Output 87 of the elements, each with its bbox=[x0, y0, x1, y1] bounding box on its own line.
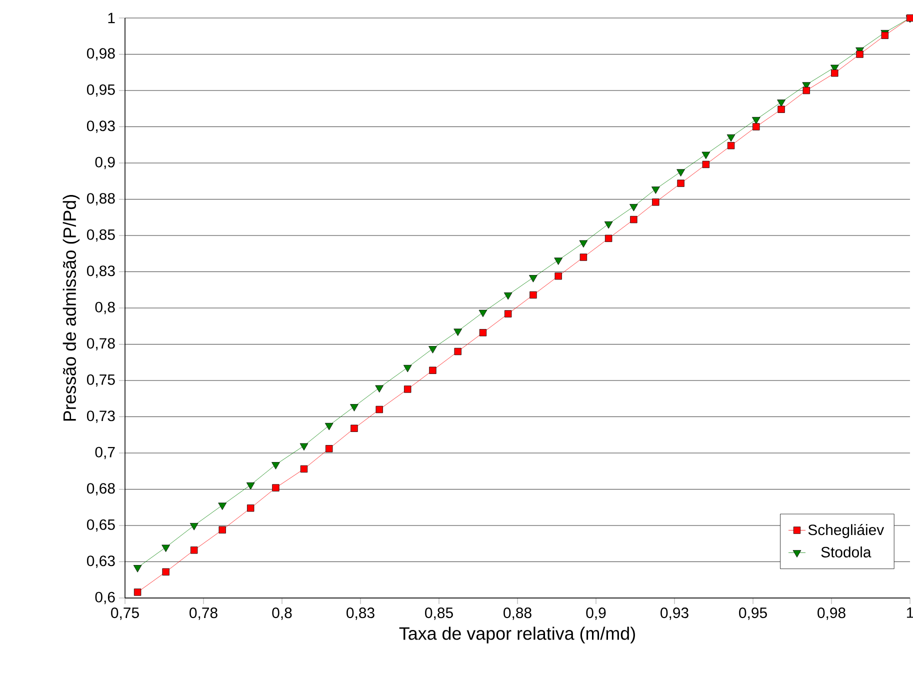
point bbox=[272, 462, 280, 470]
x-tick-label: 0,93 bbox=[660, 608, 688, 620]
point bbox=[504, 292, 512, 300]
legend-label: Schegliáiev bbox=[808, 524, 884, 538]
legend-label: Stodola bbox=[821, 546, 872, 558]
y-tick-label: 0,78 bbox=[86, 338, 115, 350]
y-tick-label: 0,98 bbox=[86, 48, 115, 60]
y-tick-label: 0,85 bbox=[86, 229, 115, 242]
point bbox=[726, 134, 736, 142]
point bbox=[727, 142, 735, 150]
point bbox=[579, 240, 588, 248]
point bbox=[190, 546, 198, 554]
point bbox=[218, 502, 227, 510]
point bbox=[676, 169, 685, 176]
point bbox=[677, 180, 684, 187]
point bbox=[778, 106, 785, 113]
point bbox=[272, 484, 280, 492]
point bbox=[831, 70, 838, 77]
point bbox=[326, 445, 333, 452]
point bbox=[702, 160, 710, 168]
x-tick-label: 0,95 bbox=[739, 608, 767, 620]
y-tick-label: 0,88 bbox=[86, 193, 115, 206]
point bbox=[554, 272, 562, 280]
point bbox=[554, 258, 562, 265]
x-tick-label: 0,98 bbox=[818, 608, 846, 620]
point bbox=[428, 346, 437, 354]
point bbox=[802, 86, 810, 94]
point bbox=[300, 443, 308, 451]
point bbox=[350, 424, 358, 432]
point bbox=[133, 565, 142, 572]
point bbox=[752, 117, 760, 124]
point bbox=[777, 100, 786, 107]
point bbox=[300, 465, 308, 473]
point bbox=[752, 123, 760, 130]
point bbox=[478, 310, 488, 318]
point bbox=[403, 364, 412, 372]
point bbox=[454, 348, 462, 356]
x-tick-label: 0,78 bbox=[190, 608, 218, 620]
point bbox=[529, 275, 538, 282]
point bbox=[162, 568, 170, 576]
point bbox=[190, 523, 198, 530]
point bbox=[604, 221, 613, 229]
x-tick-label: 0,88 bbox=[504, 608, 532, 620]
point bbox=[376, 406, 383, 414]
x-tick-label: 1 bbox=[906, 608, 913, 618]
point bbox=[246, 482, 255, 490]
x-tick-label: 0,75 bbox=[111, 608, 139, 620]
y-axis-title: Pressão de admissão (P/Pd) bbox=[62, 195, 80, 421]
point bbox=[702, 152, 710, 160]
point bbox=[134, 588, 142, 596]
y-tick-label: 0,9 bbox=[95, 156, 115, 170]
y-tick-label: 0,93 bbox=[86, 120, 115, 133]
point bbox=[651, 186, 660, 194]
point bbox=[404, 386, 412, 393]
point bbox=[479, 329, 487, 336]
y-tick-label: 0,7 bbox=[95, 446, 115, 460]
y-tick-label: 1 bbox=[108, 12, 115, 24]
point bbox=[630, 204, 638, 212]
point bbox=[856, 50, 864, 58]
y-tick-label: 0,73 bbox=[86, 410, 115, 423]
point bbox=[604, 234, 612, 242]
x-tick-label: 0,83 bbox=[346, 608, 374, 620]
point bbox=[630, 216, 638, 224]
x-tick-label: 0,9 bbox=[586, 608, 606, 620]
x-tick-label: 0,8 bbox=[272, 608, 292, 620]
point bbox=[580, 254, 588, 261]
point bbox=[652, 198, 660, 206]
y-tick-label: 0,83 bbox=[86, 266, 115, 278]
x-tick-label: 0,85 bbox=[425, 608, 453, 620]
point bbox=[504, 310, 512, 318]
y-tick-label: 0,65 bbox=[86, 519, 115, 532]
point bbox=[247, 504, 254, 512]
point bbox=[324, 422, 334, 430]
y-tick-label: 0,8 bbox=[95, 302, 115, 314]
point bbox=[375, 385, 384, 393]
x-axis-title: Taxa de vapor relativa (m/md) bbox=[399, 626, 635, 644]
y-tick-label: 0,63 bbox=[86, 556, 115, 568]
point bbox=[218, 526, 226, 534]
point bbox=[454, 328, 462, 336]
point bbox=[429, 366, 436, 374]
y-tick-label: 0,6 bbox=[95, 592, 115, 604]
point bbox=[350, 404, 358, 412]
y-tick-label: 0,68 bbox=[86, 483, 115, 496]
point bbox=[162, 544, 170, 552]
y-tick-label: 0,75 bbox=[86, 374, 115, 387]
point bbox=[530, 291, 537, 299]
y-tick-label: 0,95 bbox=[86, 84, 115, 97]
